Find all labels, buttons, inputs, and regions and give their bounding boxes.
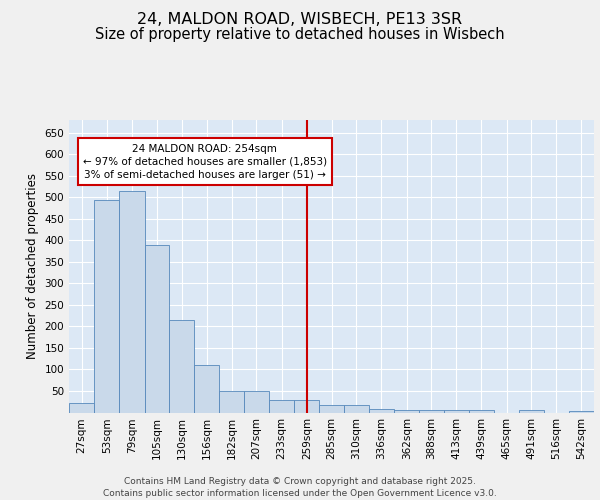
Bar <box>519 410 544 412</box>
Bar <box>194 365 220 412</box>
Bar <box>145 244 169 412</box>
Bar <box>319 405 344 412</box>
Bar <box>344 405 369 412</box>
Bar <box>294 400 319 412</box>
Bar <box>369 409 394 412</box>
Bar <box>119 191 145 412</box>
Text: Contains HM Land Registry data © Crown copyright and database right 2025.
Contai: Contains HM Land Registry data © Crown c… <box>103 476 497 498</box>
Bar <box>419 410 443 412</box>
Bar <box>94 200 119 412</box>
Text: Size of property relative to detached houses in Wisbech: Size of property relative to detached ho… <box>95 28 505 42</box>
Bar <box>394 410 419 412</box>
Y-axis label: Number of detached properties: Number of detached properties <box>26 174 39 359</box>
Text: 24, MALDON ROAD, WISBECH, PE13 3SR: 24, MALDON ROAD, WISBECH, PE13 3SR <box>137 12 463 28</box>
Bar <box>443 410 469 412</box>
Bar <box>169 320 194 412</box>
Bar <box>569 411 594 412</box>
Bar <box>220 391 244 412</box>
Bar <box>469 410 494 412</box>
Bar <box>69 403 94 412</box>
Bar <box>244 391 269 412</box>
Text: 24 MALDON ROAD: 254sqm
← 97% of detached houses are smaller (1,853)
3% of semi-d: 24 MALDON ROAD: 254sqm ← 97% of detached… <box>83 144 327 180</box>
Bar <box>269 400 294 412</box>
